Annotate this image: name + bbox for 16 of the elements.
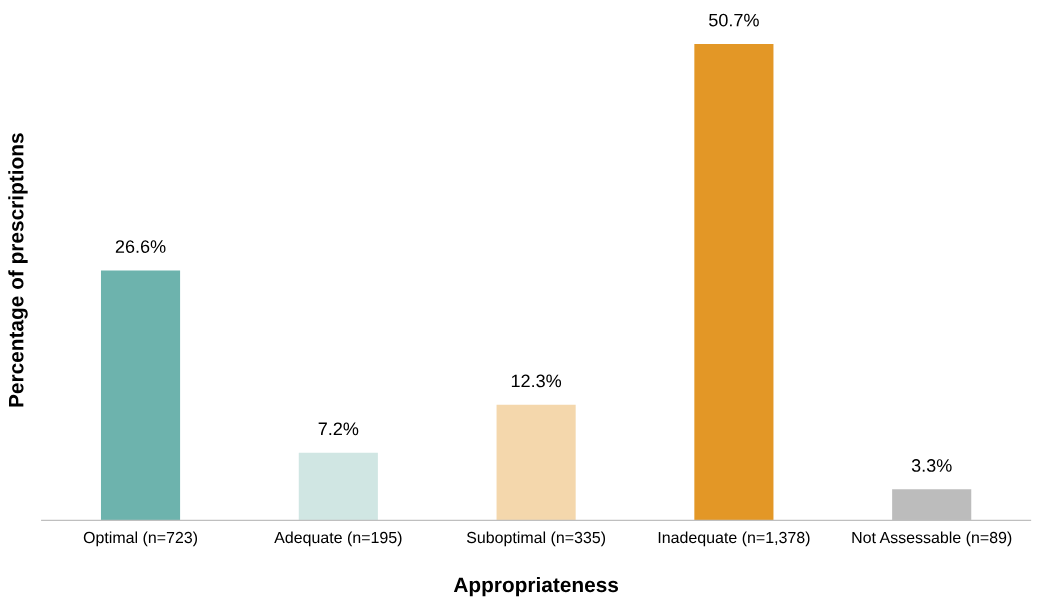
x-tick-label: Optimal (n=723) bbox=[83, 531, 198, 547]
data-label: 7.2% bbox=[318, 422, 359, 436]
x-tick-label: Not Assessable (n=89) bbox=[852, 531, 1012, 547]
data-label: 50.7% bbox=[709, 13, 759, 27]
data-label: 3.3% bbox=[911, 459, 952, 472]
data-label: 26.6% bbox=[115, 240, 166, 253]
x-tick-label: Inadequate (n=1,378) bbox=[658, 531, 810, 547]
x-tick-label: Suboptimal (n=335) bbox=[466, 531, 606, 547]
bar bbox=[298, 452, 378, 521]
bar bbox=[694, 43, 774, 521]
data-label: 12.3% bbox=[511, 374, 562, 388]
bar bbox=[496, 404, 576, 521]
y-axis-title: Percentage of prescriptions bbox=[8, 133, 28, 407]
x-axis-title: Appropriateness bbox=[453, 576, 619, 597]
bar bbox=[100, 270, 181, 521]
x-tick-label: Adequate (n=195) bbox=[274, 531, 402, 547]
